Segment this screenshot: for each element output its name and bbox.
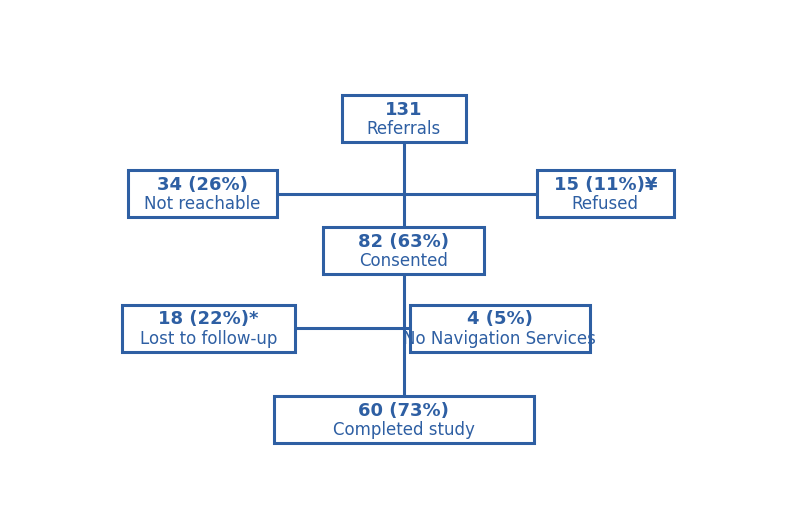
Text: 82 (63%): 82 (63%) [358, 233, 450, 251]
FancyBboxPatch shape [410, 305, 590, 352]
FancyBboxPatch shape [323, 227, 485, 274]
FancyBboxPatch shape [122, 305, 295, 352]
Text: 131: 131 [385, 101, 422, 118]
FancyBboxPatch shape [128, 170, 277, 217]
Text: 60 (73%): 60 (73%) [358, 402, 450, 420]
Text: 34 (26%): 34 (26%) [157, 176, 248, 194]
Text: No Navigation Services: No Navigation Services [403, 330, 596, 348]
FancyBboxPatch shape [537, 170, 674, 217]
Text: Referrals: Referrals [366, 120, 441, 138]
Text: 18 (22%)*: 18 (22%)* [158, 311, 258, 329]
Text: Lost to follow-up: Lost to follow-up [140, 330, 277, 348]
Text: Completed study: Completed study [333, 422, 474, 440]
Text: 15 (11%)¥: 15 (11%)¥ [554, 176, 657, 194]
Text: Refused: Refused [572, 195, 638, 213]
Text: Consented: Consented [359, 252, 448, 270]
FancyBboxPatch shape [342, 95, 466, 142]
FancyBboxPatch shape [274, 396, 534, 443]
Text: 4 (5%): 4 (5%) [467, 311, 533, 329]
Text: Not reachable: Not reachable [144, 195, 261, 213]
